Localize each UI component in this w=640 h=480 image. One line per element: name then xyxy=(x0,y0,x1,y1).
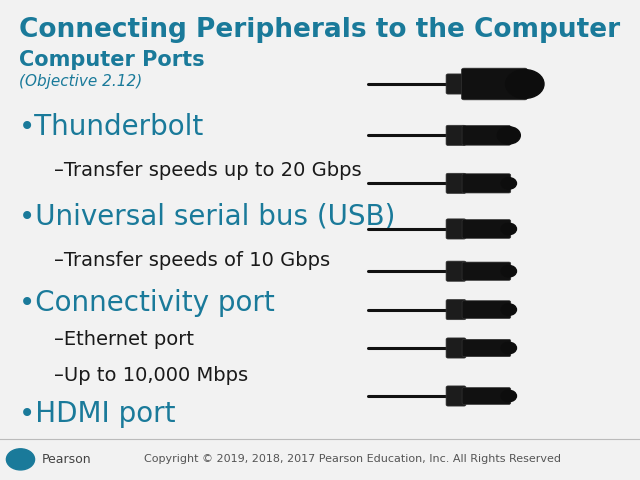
Text: P: P xyxy=(16,453,25,466)
FancyBboxPatch shape xyxy=(462,219,511,238)
Circle shape xyxy=(506,70,544,98)
FancyBboxPatch shape xyxy=(462,125,511,145)
Circle shape xyxy=(501,223,516,235)
Circle shape xyxy=(501,342,516,354)
Text: (Objective 2.12): (Objective 2.12) xyxy=(19,74,143,89)
Text: Pearson: Pearson xyxy=(42,453,92,466)
FancyBboxPatch shape xyxy=(461,68,527,100)
Circle shape xyxy=(6,449,35,470)
FancyBboxPatch shape xyxy=(446,173,466,193)
Text: •Thunderbolt: •Thunderbolt xyxy=(19,113,204,141)
Text: –Transfer speeds of 10 Gbps: –Transfer speeds of 10 Gbps xyxy=(54,251,330,270)
FancyBboxPatch shape xyxy=(446,261,466,281)
FancyBboxPatch shape xyxy=(462,388,511,404)
FancyBboxPatch shape xyxy=(462,339,511,357)
FancyBboxPatch shape xyxy=(462,174,511,193)
Text: Connecting Peripherals to the Computer: Connecting Peripherals to the Computer xyxy=(19,17,620,43)
Text: –Up to 10,000 Mbps: –Up to 10,000 Mbps xyxy=(54,366,248,385)
FancyBboxPatch shape xyxy=(462,262,511,280)
Text: •HDMI port: •HDMI port xyxy=(19,400,176,428)
FancyBboxPatch shape xyxy=(462,300,511,319)
Circle shape xyxy=(497,127,520,144)
Text: •Universal serial bus (USB): •Universal serial bus (USB) xyxy=(19,203,396,231)
FancyBboxPatch shape xyxy=(446,125,466,145)
Text: •Connectivity port: •Connectivity port xyxy=(19,289,275,317)
FancyBboxPatch shape xyxy=(446,74,466,94)
Text: Computer Ports: Computer Ports xyxy=(19,50,205,71)
Text: –Ethernet port: –Ethernet port xyxy=(54,330,195,349)
Text: –Transfer speeds up to 20 Gbps: –Transfer speeds up to 20 Gbps xyxy=(54,161,362,180)
Circle shape xyxy=(501,304,516,315)
FancyBboxPatch shape xyxy=(446,386,466,406)
Circle shape xyxy=(501,390,516,402)
FancyBboxPatch shape xyxy=(446,300,466,320)
Circle shape xyxy=(501,178,516,189)
Circle shape xyxy=(501,265,516,277)
Text: Copyright © 2019, 2018, 2017 Pearson Education, Inc. All Rights Reserved: Copyright © 2019, 2018, 2017 Pearson Edu… xyxy=(143,455,561,464)
FancyBboxPatch shape xyxy=(446,219,466,239)
FancyBboxPatch shape xyxy=(446,338,466,358)
